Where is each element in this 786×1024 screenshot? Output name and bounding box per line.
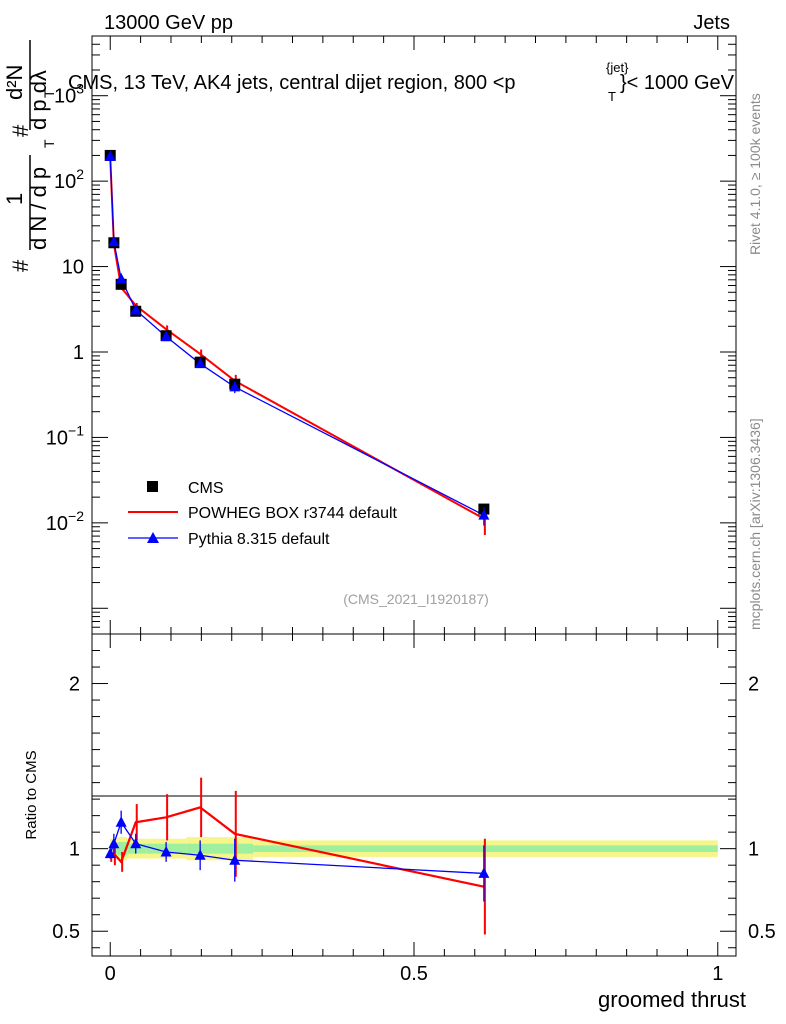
rivet-version-label: Rivet 4.1.0, ≥ 100k events — [747, 93, 763, 255]
ratio-plot-frame — [91, 633, 737, 957]
pythia-data-point — [104, 150, 116, 161]
title-main: CMS, 13 TeV, AK4 jets, central dijet reg… — [68, 72, 516, 94]
y-tick-label-main: 10−2 — [46, 508, 84, 535]
x-tick-label: 0.5 — [400, 963, 428, 985]
ratio-band-inner — [127, 843, 147, 854]
y-label-dn-dpt: d N / d p — [26, 167, 51, 250]
header-right: Jets — [693, 12, 730, 34]
ratio-series — [104, 777, 490, 935]
legend-cms-marker — [147, 481, 158, 492]
mcplots-reference-label: mcplots.cern.ch [arXiv:1306.3436] — [747, 418, 763, 630]
ratio-pythia-point — [108, 837, 120, 849]
analysis-watermark: (CMS_2021_I1920187) — [343, 591, 489, 607]
legend-powheg-label: POWHEG BOX r3744 default — [188, 505, 398, 522]
pythia-data-point — [108, 235, 120, 247]
y-tick-label-main: 103 — [54, 81, 84, 108]
y-label-hash-left: # — [8, 259, 33, 272]
cms-data-point — [115, 278, 127, 290]
legend-pythia-label: Pythia 8.315 default — [188, 531, 330, 548]
pythia-data-point — [478, 509, 490, 520]
y-label-hash-right: # — [8, 124, 33, 137]
pythia-data-point — [130, 304, 142, 315]
y-tick-label-ratio-right: 1 — [748, 839, 759, 861]
y-tick-label-ratio-right: 0.5 — [748, 921, 776, 943]
ratio-pythia-point — [115, 816, 127, 827]
ratio-pythia-point — [130, 837, 142, 849]
legend: CMS POWHEG BOX r3744 default Pythia 8.31… — [128, 480, 398, 548]
legend-cms-label: CMS — [188, 480, 224, 497]
title-subscript: T — [608, 89, 616, 104]
ratio-band-inner — [117, 842, 128, 856]
x-axis-label: groomed thrust — [598, 987, 746, 1012]
y-tick-label-main: 10−1 — [46, 422, 84, 449]
y-tick-label-main: 102 — [54, 166, 84, 193]
axis-tick-labels: 0 0.5 1 10−2 10−1 1 10 102 103 0.5 0.5 1 1 2 2 — [46, 81, 776, 985]
chart-title: CMS, 13 TeV, AK4 jets, central dijet reg… — [68, 60, 735, 104]
legend-pythia-marker — [147, 532, 159, 543]
y-axis-label-main: # 1 d N / d p T # d²N d p dλ T — [2, 40, 57, 272]
x-tick-label: 1 — [712, 963, 723, 985]
pythia-data-point — [115, 272, 127, 284]
y-tick-label-ratio: 1 — [69, 839, 80, 861]
ratio-pythia-point — [478, 867, 490, 878]
main-series — [104, 149, 490, 536]
ratio-pythia-point — [160, 845, 172, 857]
y-axis-label-ratio: Ratio to CMS — [23, 750, 40, 839]
y-tick-label-ratio: 0.5 — [52, 921, 80, 943]
pythia-data-point — [160, 330, 172, 341]
ratio-band-inner — [186, 843, 217, 854]
y-tick-label-ratio-right: 2 — [748, 674, 759, 696]
series-powheg-line — [109, 156, 485, 520]
axis-ticks — [92, 35, 736, 956]
x-tick-label: 0 — [105, 963, 116, 985]
y-label-one: 1 — [2, 193, 27, 205]
y-label-sub-t2: T — [41, 89, 57, 98]
y-label-d2n: d²N — [2, 65, 27, 100]
y-tick-label-main: 10 — [62, 257, 84, 279]
ratio-pythia-point — [104, 847, 116, 859]
header-left: 13000 GeV pp — [104, 12, 233, 34]
ratio-pythia-point — [229, 854, 241, 865]
ratio-pythia-point — [194, 849, 206, 860]
y-tick-label-ratio: 2 — [69, 674, 80, 696]
pythia-data-point — [229, 380, 241, 392]
title-tail: }< 1000 GeV — [620, 72, 735, 94]
y-label-dpt-dl: d p dλ — [26, 70, 51, 130]
title-superscript: {jet} — [606, 60, 629, 75]
y-tick-label-main: 1 — [73, 342, 84, 364]
y-label-sub-t1: T — [41, 139, 57, 148]
pythia-data-point — [194, 357, 206, 369]
